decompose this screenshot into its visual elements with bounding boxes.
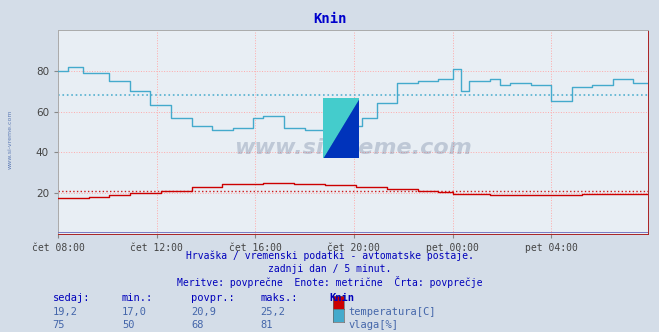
Text: zadnji dan / 5 minut.: zadnji dan / 5 minut. (268, 264, 391, 274)
Polygon shape (323, 98, 359, 158)
Text: temperatura[C]: temperatura[C] (349, 307, 436, 317)
Text: Hrvaška / vremenski podatki - avtomatske postaje.: Hrvaška / vremenski podatki - avtomatske… (186, 251, 473, 261)
Text: 19,2: 19,2 (53, 307, 78, 317)
Text: maks.:: maks.: (260, 293, 298, 303)
Text: 81: 81 (260, 320, 273, 330)
Text: Knin: Knin (313, 12, 346, 26)
Text: Knin: Knin (330, 293, 355, 303)
Text: 25,2: 25,2 (260, 307, 285, 317)
Polygon shape (323, 98, 359, 158)
Text: Meritve: povprečne  Enote: metrične  Črta: povprečje: Meritve: povprečne Enote: metrične Črta:… (177, 276, 482, 288)
Text: www.si-vreme.com: www.si-vreme.com (8, 110, 13, 169)
Text: vlaga[%]: vlaga[%] (349, 320, 399, 330)
Text: 68: 68 (191, 320, 204, 330)
Text: 17,0: 17,0 (122, 307, 147, 317)
Text: min.:: min.: (122, 293, 153, 303)
Text: www.si-vreme.com: www.si-vreme.com (234, 138, 472, 158)
Text: 50: 50 (122, 320, 134, 330)
Text: 20,9: 20,9 (191, 307, 216, 317)
Text: povpr.:: povpr.: (191, 293, 235, 303)
Polygon shape (323, 98, 359, 158)
Text: 75: 75 (53, 320, 65, 330)
Text: sedaj:: sedaj: (53, 293, 90, 303)
